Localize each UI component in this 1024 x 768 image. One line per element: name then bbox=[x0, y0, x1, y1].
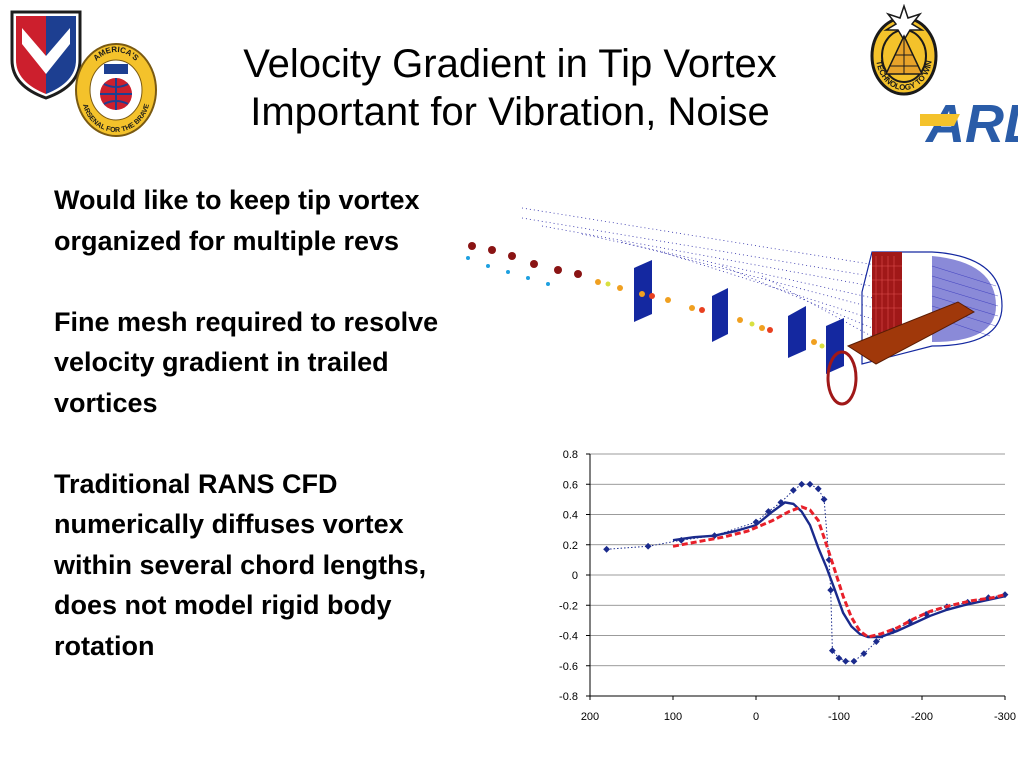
chart-grid bbox=[590, 453, 1005, 697]
y-tick-label: 0.8 bbox=[563, 449, 578, 461]
data-point-marker bbox=[835, 654, 843, 662]
x-tick-label: -200 bbox=[911, 711, 933, 723]
data-point-marker bbox=[820, 495, 828, 503]
data-point-marker bbox=[872, 638, 880, 645]
chart-axes bbox=[586, 453, 1006, 700]
series-line-dotted-markers bbox=[606, 483, 1006, 662]
arl-logo: ARL bbox=[920, 94, 1018, 148]
x-tick-label: 100 bbox=[664, 711, 682, 723]
x-tick-label: 200 bbox=[581, 711, 599, 723]
y-tick-label: -0.6 bbox=[559, 661, 578, 673]
bullet-item: Fine mesh required to resolve velocity g… bbox=[54, 306, 439, 418]
data-point-marker bbox=[752, 518, 760, 526]
y-tick-label: 0.4 bbox=[563, 510, 578, 522]
arsenal-emblem-logo: AMERICA'S ARSENAL FOR THE BRAVE bbox=[75, 43, 157, 137]
data-point-marker bbox=[789, 486, 797, 494]
data-point-marker bbox=[860, 650, 868, 658]
data-point-marker bbox=[842, 657, 850, 665]
vortex-mesh-visualization bbox=[466, 207, 1003, 406]
data-point-marker bbox=[1001, 591, 1009, 599]
slide-title-line-1: Velocity Gradient in Tip Vortex bbox=[243, 42, 777, 86]
technology-emblem-logo: TECHNOLOGY TO WIN bbox=[870, 4, 938, 96]
bullet-item: Would like to keep tip vortex organized … bbox=[54, 185, 420, 256]
data-point-marker bbox=[806, 480, 814, 488]
slide-title: Velocity Gradient in Tip Vortex Importan… bbox=[160, 40, 860, 136]
y-tick-label: -0.2 bbox=[559, 600, 578, 612]
data-point-marker bbox=[828, 647, 836, 655]
y-tick-label: 0 bbox=[572, 570, 578, 582]
y-tick-label: 0.2 bbox=[563, 540, 578, 552]
y-tick-label: -0.8 bbox=[559, 691, 578, 703]
bullet-list: Would like to keep tip vortex organized … bbox=[54, 180, 464, 707]
y-tick-label: 0.6 bbox=[563, 479, 578, 491]
data-point-marker bbox=[603, 545, 610, 553]
x-tick-label: 0 bbox=[753, 711, 759, 723]
data-point-marker bbox=[814, 485, 822, 493]
y-tick-label: -0.4 bbox=[559, 631, 578, 643]
chart-series bbox=[603, 480, 1009, 665]
series-line-solid bbox=[672, 501, 1006, 639]
data-point-marker bbox=[798, 480, 806, 488]
series-line-dashed bbox=[672, 505, 1006, 639]
slide-title-line-2: Important for Vibration, Noise bbox=[250, 90, 770, 134]
x-tick-label: -300 bbox=[994, 711, 1016, 723]
bullet-item: Traditional RANS CFD numerically diffuse… bbox=[54, 468, 427, 661]
data-point-marker bbox=[850, 657, 858, 665]
data-point-marker bbox=[827, 586, 835, 594]
x-tick-label: -100 bbox=[828, 711, 850, 723]
data-point-marker bbox=[644, 542, 652, 550]
army-shield-logo bbox=[10, 10, 82, 100]
